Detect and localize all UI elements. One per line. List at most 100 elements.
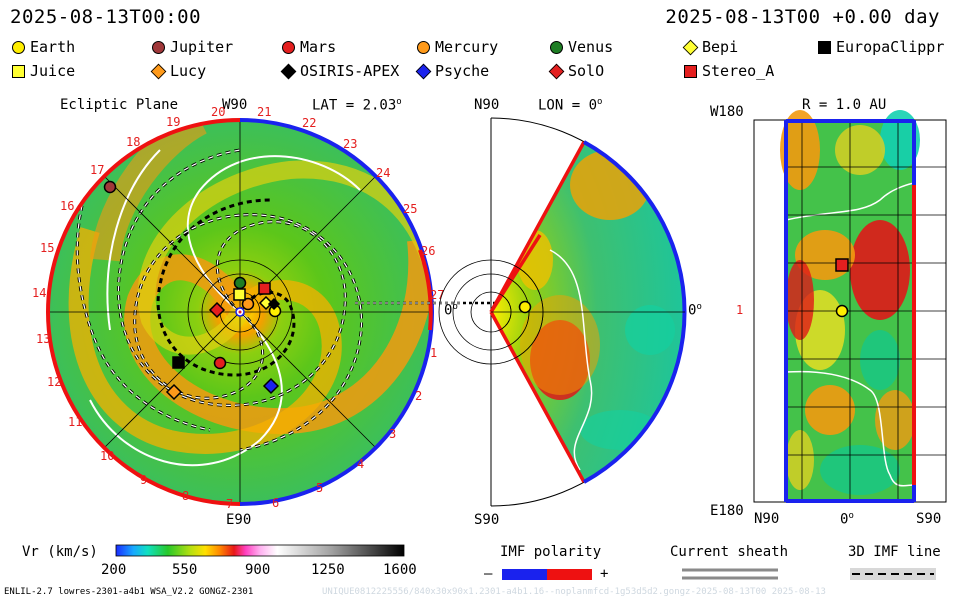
meridional-bottom-label: S90 [474,512,500,528]
hour-label: 10 [100,449,114,463]
europaclipper-marker-icon [172,356,185,369]
hour-label: 18 [126,135,140,149]
sphere-x-label-0: 0o [840,511,854,528]
timestamp-right: 2025-08-13T00 +0.00 day [665,6,940,28]
imf-polarity-minus: – [484,566,493,582]
legend-mercury: Mercury [417,38,498,56]
ecliptic-markers [103,180,282,401]
venus-marker-icon [550,40,563,54]
hour-label: 4 [357,457,364,471]
angle-value: 0 [688,302,697,319]
hour-label: 16 [60,199,74,213]
solo-marker-icon [208,301,226,319]
lucy-marker-icon [165,383,183,401]
ecliptic-right-label: 0o [444,302,458,319]
meridional-plot [438,117,687,507]
mercury-marker-icon [417,40,430,54]
degree-sign: o [597,97,603,107]
degree-sign: o [848,511,854,521]
legend-mars: Mars [282,38,336,56]
legend-label: Stereo_A [702,62,775,80]
legend-label: SolO [568,62,605,80]
hour-label: 27 [430,288,444,302]
imf-polarity-title: IMF polarity [500,544,602,560]
meridional-right-label: 0o [688,302,702,319]
spacecraft-legend: Earth Jupiter Mars Mercury Venus Bepi Eu… [12,38,952,84]
footer-run-id: UNIQUE0812225556/840x30x90x1.2301-a4b1.1… [322,587,826,597]
jupiter-marker-icon [103,180,117,194]
earth-marker-icon [835,304,849,318]
legend-label: OSIRIS-APEX [300,62,400,80]
stereo-a-marker-icon [684,64,697,78]
hour-label: 6 [272,496,279,510]
osiris-apex-marker-icon [267,297,281,311]
legend-stereo-a: Stereo_A [684,62,774,80]
legend-europaclipper: EuropaClippr [818,38,944,56]
legend-jupiter: Jupiter [152,38,233,56]
meridional-lon-label: LON = 0o [538,97,602,114]
ecliptic-title: Ecliptic Plane [60,97,179,113]
imf-line-title: 3D IMF line [848,544,941,560]
mercury-marker-icon [241,297,255,311]
ecliptic-lat-label: LAT = 2.03o [312,97,402,114]
psyche-marker-icon [262,377,280,395]
degree-sign: o [452,302,458,312]
legend-label: Bepi [702,38,739,56]
earth-marker-icon [518,300,532,314]
colorbar-tick: 1600 [383,562,417,578]
sphere-x-label-n90: N90 [754,511,780,527]
timestamp-left: 2025-08-13T00:00 [10,6,202,28]
legend-label: Mercury [435,38,499,56]
lon-value: LON = 0 [538,97,598,114]
colorbar-tick: 550 [172,562,198,578]
hour-label: 5 [316,481,323,495]
footer-model-info: ENLIL-2.7 lowres-2301-a4b1 WSA_V2.2 GONG… [4,587,254,597]
angle-value: 0 [840,511,849,528]
legend-earth: Earth [12,38,75,56]
hour-label: 2 [415,389,422,403]
colorbar-tick: 1250 [311,562,345,578]
legend-label: Lucy [170,62,207,80]
imf-polarity-negative [502,569,547,580]
colorbar-tick: 900 [245,562,271,578]
hour-label: 23 [343,137,357,151]
legend-juice: Juice [12,62,75,80]
hour-label: 1 [430,346,437,360]
legend-lucy: Lucy [150,62,207,80]
ecliptic-bottom-label: E90 [226,512,252,528]
jupiter-marker-icon [152,40,165,54]
hour-label: 24 [376,166,390,180]
hour-label: 8 [182,489,189,503]
legend-osiris-apex: OSIRIS-APEX [280,62,400,80]
legend-venus: Venus [550,38,613,56]
hour-label: 9 [140,473,147,487]
venus-marker-icon [233,276,247,290]
angle-value: 0 [444,302,453,319]
colorbar [115,544,405,557]
ecliptic-top-label: W90 [222,97,248,113]
colorbar-tick: 200 [101,562,127,578]
legend-label: Venus [568,38,614,56]
hour-label: 17 [90,163,104,177]
stereo-a-marker-icon [835,258,849,272]
juice-marker-icon [233,288,246,301]
legend-label: Earth [30,38,76,56]
europaclipper-marker-icon [818,40,831,54]
sphere-r-label: R = 1.0 AU [802,97,887,113]
hour-label: 11 [68,415,82,429]
imf-polarity-plus: + [600,566,609,582]
hour-label: 14 [32,286,46,300]
legend-bepi: Bepi [682,38,739,56]
sphere-mid-label: 1 [736,303,744,317]
legend-psyche: Psyche [415,62,489,80]
degree-sign: o [396,97,402,107]
hour-label: 21 [257,105,271,119]
hour-label: 15 [40,241,54,255]
stereo-a-marker-icon [258,282,271,295]
current-sheath-title: Current sheath [670,544,789,560]
hour-label: 3 [389,427,396,441]
degree-sign: o [696,302,702,312]
mars-marker-icon [282,40,295,54]
mars-marker-icon [213,356,227,370]
